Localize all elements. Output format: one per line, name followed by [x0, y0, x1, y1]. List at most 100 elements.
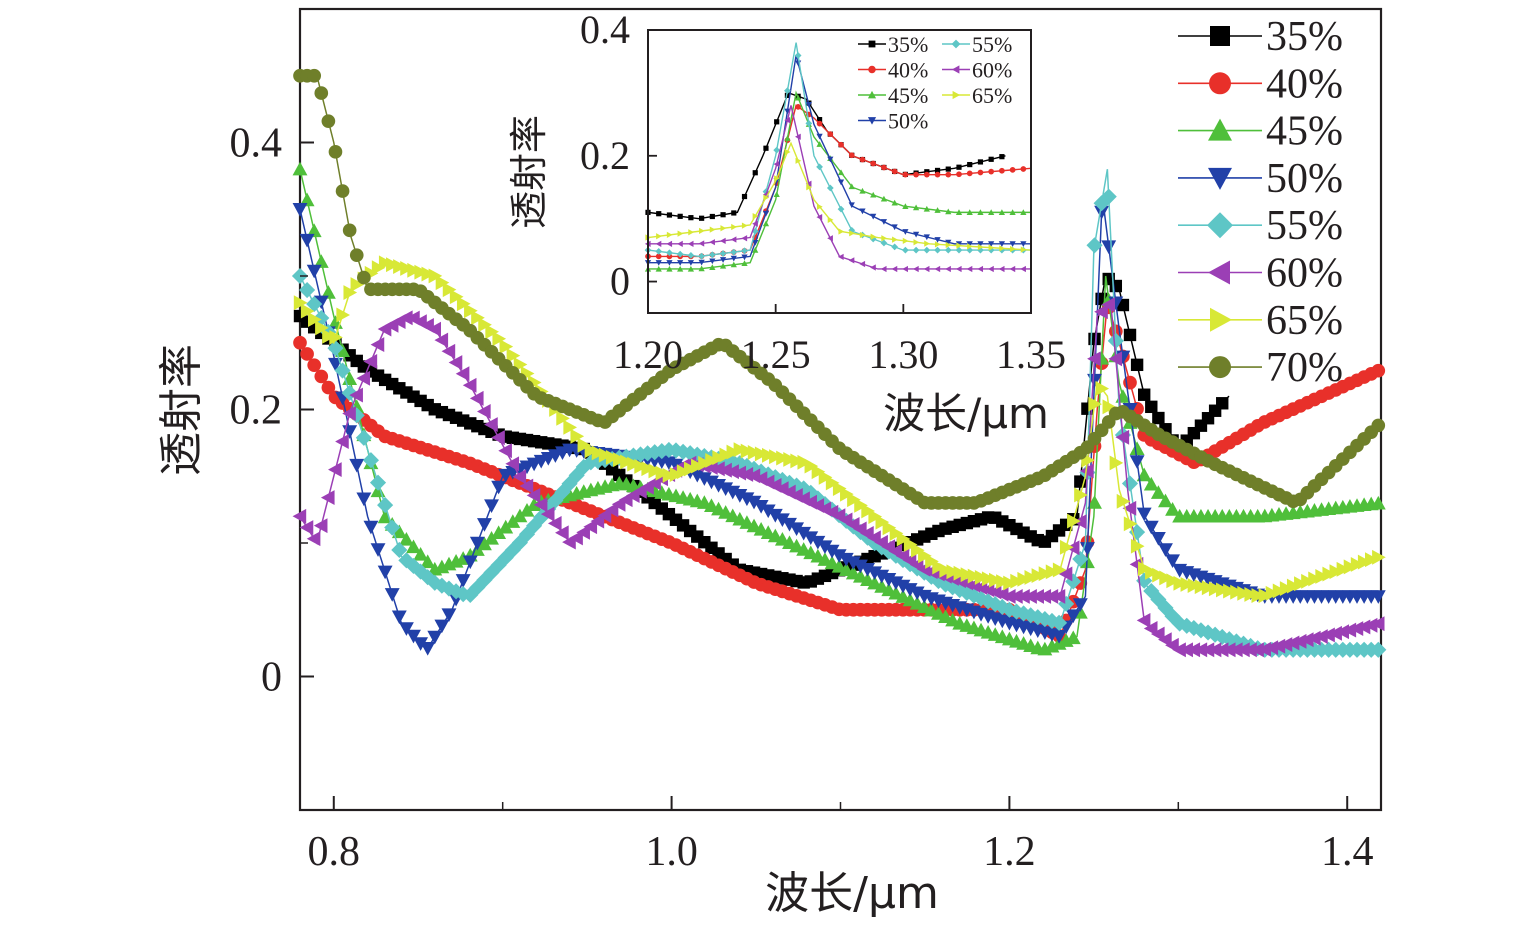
data-point	[484, 417, 498, 432]
legend-item: 45%	[1178, 109, 1343, 155]
data-point	[1372, 549, 1386, 565]
data-point	[832, 481, 847, 496]
data-point	[307, 358, 322, 372]
inset-y-tick-label: 0.2	[580, 133, 630, 178]
inset-data-point	[999, 154, 1005, 160]
inset-data-point	[912, 265, 919, 273]
data-point	[753, 499, 769, 514]
data-point	[1129, 441, 1145, 456]
inset-data-point	[881, 235, 888, 242]
data-point	[1115, 429, 1130, 445]
data-point	[471, 310, 485, 326]
data-point	[724, 453, 741, 470]
inset-data-point	[849, 230, 855, 237]
inset-data-point	[773, 191, 780, 198]
data-point	[490, 557, 507, 574]
inset-data-point	[784, 87, 791, 95]
data-point	[342, 223, 357, 238]
data-point	[1264, 640, 1279, 656]
inset-data-point	[837, 205, 845, 213]
data-point	[1192, 622, 1210, 639]
inset-data-point	[967, 161, 973, 168]
data-point	[1108, 351, 1123, 367]
inset-data-point	[902, 203, 909, 209]
inset-series-55pct	[644, 42, 1031, 260]
data-point	[1024, 570, 1039, 585]
data-point	[1065, 630, 1081, 645]
data-point	[632, 446, 649, 463]
data-point	[321, 380, 336, 395]
data-point	[427, 630, 443, 645]
data-point	[1159, 570, 1173, 586]
data-point	[1010, 573, 1024, 589]
data-point	[868, 509, 883, 525]
inset-data-point	[1020, 246, 1027, 253]
data-point	[414, 264, 429, 280]
legend-label: 35%	[1266, 14, 1343, 60]
data-point	[1371, 363, 1386, 378]
data-point	[306, 295, 323, 313]
inset-legend-label: 60%	[972, 58, 1012, 83]
data-point	[705, 453, 719, 468]
data-point	[448, 583, 465, 600]
legend-label: 50%	[1266, 156, 1343, 202]
data-point	[711, 461, 725, 477]
data-point	[605, 450, 620, 465]
legend-label: 60%	[1266, 251, 1343, 297]
inset-data-point	[870, 160, 877, 167]
data-point	[873, 539, 890, 556]
data-point	[1145, 564, 1159, 580]
inset-data-point	[956, 164, 962, 170]
inset-data-point	[934, 167, 941, 174]
data-point	[328, 145, 343, 159]
inset-legend-marker	[867, 117, 877, 125]
data-point	[1088, 396, 1102, 412]
data-point	[1193, 642, 1208, 658]
legend-marker	[1208, 118, 1232, 141]
data-point	[762, 447, 776, 463]
inset-data-point	[912, 204, 920, 211]
data-point	[1067, 513, 1081, 529]
data-point	[556, 410, 570, 426]
data-point	[967, 568, 982, 584]
inset-data-point	[923, 265, 930, 273]
inset-data-point	[730, 255, 737, 262]
inset-data-point	[934, 237, 941, 243]
inset-legend-item: 50%	[858, 109, 928, 134]
data-point	[960, 567, 975, 583]
data-point	[981, 571, 996, 587]
data-point	[1187, 578, 1202, 593]
x-tick-label: 0.8	[308, 829, 361, 875]
inset-data-point	[848, 152, 855, 159]
legend-item: 50%	[1178, 156, 1343, 202]
data-point	[1030, 588, 1044, 604]
data-point	[726, 444, 741, 460]
inset-legend: 35%40%45%50% 55%60%65%	[858, 32, 1012, 134]
inset-legend-marker	[868, 40, 876, 48]
data-point	[648, 463, 663, 479]
inset-data-point	[655, 248, 663, 255]
inset-data-point	[688, 229, 695, 236]
inset-data-point	[656, 211, 662, 217]
data-point	[1315, 569, 1329, 584]
data-point	[1223, 583, 1237, 599]
inset-data-point	[816, 133, 823, 140]
data-point	[369, 474, 387, 491]
inset-data-point	[1020, 265, 1026, 273]
inset-y-axis-title: 透射率	[507, 115, 551, 229]
inset-data-point	[955, 265, 962, 273]
inset-data-point	[977, 209, 984, 215]
data-point	[746, 495, 762, 510]
data-point	[1130, 358, 1144, 372]
x-tick-label: 1.4	[1321, 829, 1374, 875]
inset-legend-item: 60%	[942, 58, 1012, 83]
data-point	[1294, 576, 1308, 592]
data-point	[1214, 642, 1229, 658]
inset-data-point	[655, 260, 662, 266]
data-point	[407, 262, 421, 278]
data-point	[788, 477, 805, 494]
inset-data-point	[913, 171, 919, 178]
data-point	[434, 619, 450, 634]
inset-data-point	[859, 187, 866, 194]
data-point	[1329, 564, 1344, 580]
